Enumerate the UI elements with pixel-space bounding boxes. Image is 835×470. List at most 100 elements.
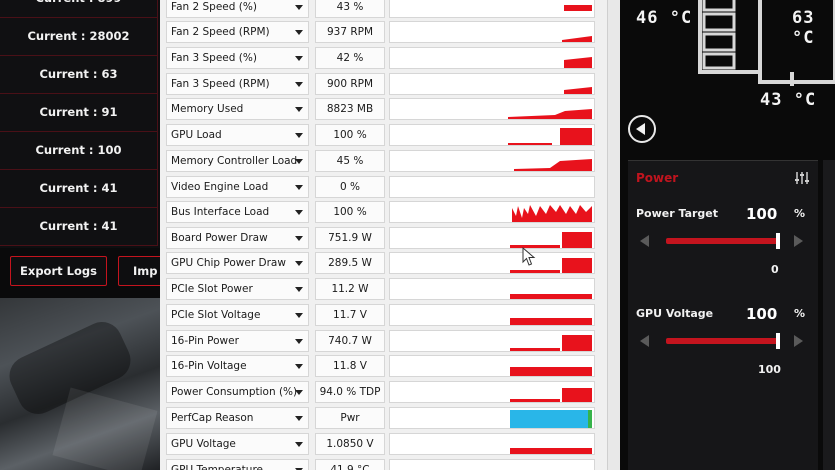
chevron-down-icon[interactable] — [295, 390, 303, 395]
sensor-name-dropdown[interactable]: Memory Used — [166, 98, 309, 120]
chevron-down-icon[interactable] — [295, 30, 303, 35]
chevron-down-icon[interactable] — [295, 442, 303, 447]
sensor-name-dropdown[interactable]: GPU Voltage — [166, 433, 309, 455]
current-readout: Current : 41 — [0, 170, 158, 208]
sensor-graph — [389, 176, 595, 198]
power-target-slider[interactable] — [666, 233, 780, 249]
chevron-down-icon[interactable] — [295, 133, 303, 138]
sensor-graph — [389, 330, 595, 352]
chevron-down-icon[interactable] — [295, 56, 303, 61]
graph-trace — [564, 87, 592, 94]
sensor-row: Power Consumption (%) 94.0 % TDP — [166, 381, 602, 403]
gpu-voltage-label: GPU Voltage — [636, 307, 714, 320]
sensor-name-dropdown[interactable]: GPU Load — [166, 124, 309, 146]
sensor-name-dropdown[interactable]: Bus Interface Load — [166, 201, 309, 223]
sensor-name-dropdown[interactable]: Power Consumption (%) — [166, 381, 309, 403]
sensor-name-dropdown[interactable]: Memory Controller Load — [166, 150, 309, 172]
chevron-down-icon[interactable] — [295, 210, 303, 215]
decrease-icon[interactable] — [640, 335, 649, 347]
chevron-down-icon[interactable] — [295, 261, 303, 266]
mouse-cursor-icon — [522, 247, 536, 266]
sensor-value: 43 % — [315, 0, 385, 18]
increase-icon[interactable] — [794, 335, 803, 347]
sensor-row: Fan 3 Speed (RPM) 900 RPM — [166, 73, 602, 95]
chevron-down-icon[interactable] — [295, 364, 303, 369]
chevron-down-icon[interactable] — [295, 5, 303, 10]
sensor-row: Fan 3 Speed (%) 42 % — [166, 47, 602, 69]
sensor-name: PCIe Slot Voltage — [171, 309, 261, 321]
sensor-graph — [389, 252, 595, 274]
sensor-name-dropdown[interactable]: PCIe Slot Power — [166, 278, 309, 300]
chevron-down-icon[interactable] — [295, 185, 303, 190]
power-target-label: Power Target — [636, 207, 719, 220]
chevron-down-icon[interactable] — [295, 287, 303, 292]
chevron-down-icon[interactable] — [295, 339, 303, 344]
sensor-value: 11.7 V — [315, 304, 385, 326]
decrease-icon[interactable] — [640, 235, 649, 247]
sensor-name-dropdown[interactable]: Fan 2 Speed (%) — [166, 0, 309, 18]
slider-handle[interactable] — [776, 233, 780, 249]
sensor-name-dropdown[interactable]: Video Engine Load — [166, 176, 309, 198]
sensor-name: 16-Pin Power — [171, 335, 239, 347]
sensor-name-dropdown[interactable]: 16-Pin Power — [166, 330, 309, 352]
sensor-graph — [389, 278, 595, 300]
sensor-name-dropdown[interactable]: Fan 2 Speed (RPM) — [166, 21, 309, 43]
chevron-down-icon[interactable] — [295, 107, 303, 112]
sensor-graph — [389, 21, 595, 43]
sensor-name-dropdown[interactable]: GPU Temperature — [166, 459, 309, 470]
chevron-down-icon[interactable] — [295, 468, 303, 470]
sensor-value: 740.7 W — [315, 330, 385, 352]
equalizer-icon[interactable] — [794, 171, 810, 185]
play-back-icon[interactable] — [628, 115, 656, 143]
sensor-value: 751.9 W — [315, 227, 385, 249]
export-logs-button[interactable]: Export Logs — [10, 256, 107, 286]
photo-highlight — [52, 387, 158, 470]
graph-trace — [510, 294, 592, 299]
sensor-graph — [389, 201, 595, 223]
current-readout: Current : 41 — [0, 208, 158, 246]
sensor-name-dropdown[interactable]: GPU Chip Power Draw — [166, 252, 309, 274]
sensor-value: 45 % — [315, 150, 385, 172]
import-button[interactable]: Imp — [118, 256, 160, 286]
sensor-name-dropdown[interactable]: Board Power Draw — [166, 227, 309, 249]
gpu-voltage-sub-value: 100 — [758, 363, 781, 376]
chevron-down-icon[interactable] — [295, 416, 303, 421]
sensor-row: Fan 2 Speed (RPM) 937 RPM — [166, 21, 602, 43]
sensor-name-dropdown[interactable]: Fan 3 Speed (RPM) — [166, 73, 309, 95]
sensor-value: 100 % — [315, 201, 385, 223]
sensor-name: GPU Load — [171, 129, 222, 141]
sensor-graph — [389, 355, 595, 377]
chevron-down-icon[interactable] — [295, 313, 303, 318]
graph-trace — [510, 318, 592, 325]
sensor-name: GPU Voltage — [171, 438, 236, 450]
sensor-name-dropdown[interactable]: PCIe Slot Voltage — [166, 304, 309, 326]
sensor-graph — [389, 459, 595, 470]
sensor-row: PCIe Slot Voltage 11.7 V — [166, 304, 602, 326]
sensor-name: Memory Used — [171, 103, 244, 115]
sensor-graph — [389, 381, 595, 403]
sensor-graph — [389, 227, 595, 249]
right-panel: 46 °C 63 °C 43 °C Power Power Target 100… — [620, 0, 835, 470]
graph-trace — [510, 448, 592, 454]
sensor-row: GPU Voltage 1.0850 V — [166, 433, 602, 455]
chevron-down-icon[interactable] — [295, 82, 303, 87]
increase-icon[interactable] — [794, 235, 803, 247]
chevron-down-icon[interactable] — [295, 236, 303, 241]
sensor-name-dropdown[interactable]: PerfCap Reason — [166, 407, 309, 429]
power-title: Power — [636, 171, 679, 185]
sensor-graph — [389, 304, 595, 326]
chevron-down-icon[interactable] — [295, 159, 303, 164]
gpu-voltage-slider[interactable] — [666, 333, 780, 349]
slider-handle[interactable] — [776, 333, 780, 349]
sensor-value: 11.2 W — [315, 278, 385, 300]
graph-trace — [508, 128, 592, 145]
current-readout: Current : 100 — [0, 132, 158, 170]
graph-trace — [510, 367, 592, 376]
graph-trace — [390, 177, 595, 198]
sensor-name-dropdown[interactable]: Fan 3 Speed (%) — [166, 47, 309, 69]
sensor-name: Fan 2 Speed (RPM) — [171, 26, 270, 38]
sensor-name-dropdown[interactable]: 16-Pin Voltage — [166, 355, 309, 377]
sensor-graph — [389, 150, 595, 172]
sensor-value: 42 % — [315, 47, 385, 69]
sensor-name: Fan 3 Speed (RPM) — [171, 78, 270, 90]
